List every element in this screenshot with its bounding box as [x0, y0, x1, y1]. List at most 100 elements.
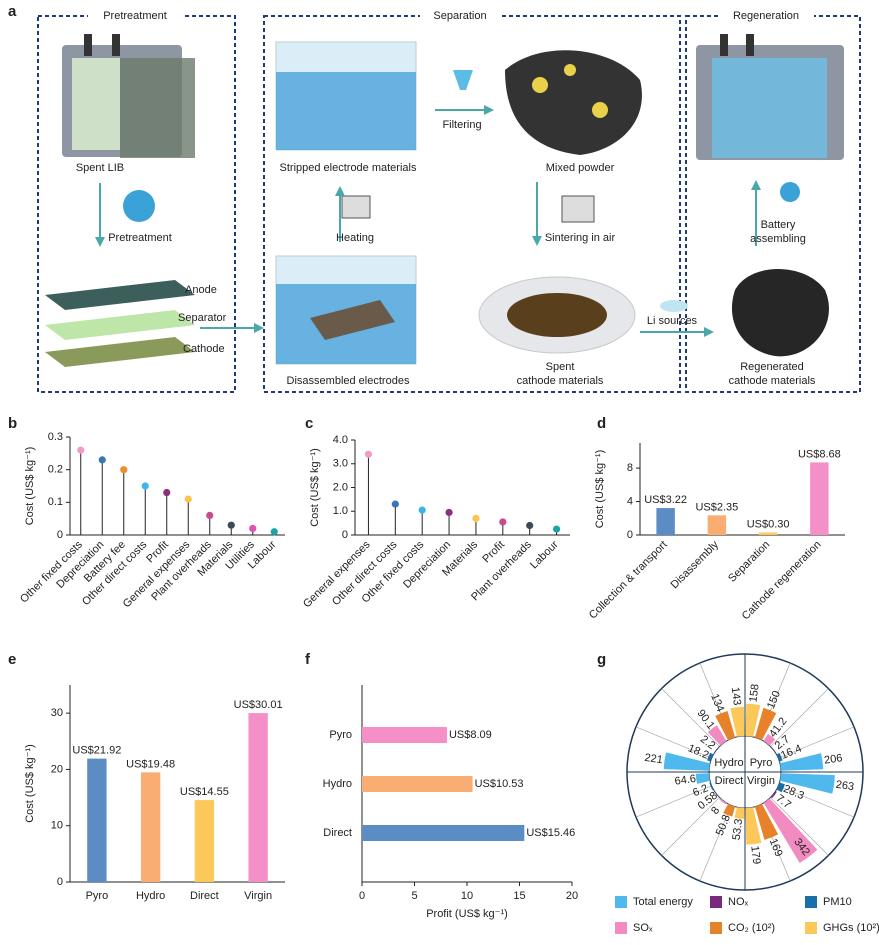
node-label: Regenerated: [740, 361, 804, 373]
spoke: [770, 797, 829, 856]
value-label: US$14.55: [180, 786, 229, 798]
bar: [362, 776, 473, 792]
bar: [707, 515, 727, 535]
x-tick-label: Collection & transport: [587, 539, 670, 622]
value-label: US$10.53: [475, 778, 524, 790]
group-label: Virgin: [747, 775, 775, 787]
value-label: 134: [708, 692, 726, 714]
value-label: 53.3: [731, 818, 746, 841]
lollipop-dot: [77, 446, 85, 454]
bar: [362, 727, 447, 743]
polar-bar: [763, 798, 818, 863]
y-tick-label: 20: [51, 763, 63, 775]
value-label: US$3.22: [644, 494, 687, 506]
x-tick-label: Pyro: [86, 890, 109, 902]
x-tick-label: 15: [513, 890, 525, 902]
y-axis-label: Cost (US$ kg⁻¹): [309, 448, 321, 527]
polar-bar: [709, 782, 714, 791]
spoke: [699, 805, 732, 882]
y-tick-label: 0: [627, 529, 633, 541]
lollipop-dot: [445, 508, 453, 517]
panel-label: g: [597, 651, 606, 668]
lollipop-dot: [184, 495, 192, 503]
panel-label: b: [8, 415, 17, 432]
legend-swatch: [710, 922, 722, 934]
node-label: Disassembled electrodes: [287, 375, 410, 387]
value-label: US$19.48: [126, 758, 175, 770]
node-label: assembling: [750, 233, 806, 245]
spoke: [770, 688, 829, 747]
polar-bar: [734, 807, 745, 819]
spoke: [635, 726, 712, 759]
legend-swatch: [805, 896, 817, 908]
value-label: US$2.35: [695, 501, 738, 513]
lollipop-dot: [141, 482, 149, 490]
lollipop-dot: [472, 514, 480, 522]
separator-layer: [45, 310, 195, 340]
x-tick-label: 0: [359, 890, 365, 902]
y-tick-label: 3.0: [333, 458, 348, 470]
x-tick-label: 5: [411, 890, 417, 902]
panel-label: e: [8, 651, 16, 668]
value-label: 221: [644, 752, 664, 766]
value-label: US$8.68: [798, 448, 841, 460]
value-label: 6.2: [691, 782, 710, 799]
stage-box: [263, 15, 681, 393]
value-label: US$15.46: [526, 827, 575, 839]
lollipop-dot: [98, 456, 106, 464]
value-label: 50.8: [714, 813, 733, 837]
bar: [194, 800, 215, 882]
y-tick-label: Pyro: [329, 729, 352, 741]
x-tick-label: 20: [566, 890, 578, 902]
value-label: 143: [729, 686, 743, 706]
y-tick-label: 0: [57, 529, 63, 541]
lollipop-dot: [206, 511, 214, 519]
y-axis-label: Cost (US$ kg⁻¹): [24, 447, 36, 526]
funnel-icon: [453, 70, 473, 90]
polar-bar: [715, 710, 736, 741]
node-label: Filtering: [442, 119, 481, 131]
polar-bar: [719, 798, 727, 805]
bar: [656, 508, 675, 535]
polar-bar: [745, 703, 761, 737]
group-label: Direct: [715, 775, 744, 787]
node-label: Li sources: [647, 315, 698, 327]
value-label: 64.6: [674, 773, 697, 788]
y-tick-label: Direct: [323, 827, 352, 839]
stage-title: Separation: [433, 10, 486, 22]
y-tick-label: 0.2: [48, 464, 63, 476]
value-label: 150: [765, 689, 783, 711]
group-label: Hydro: [714, 757, 743, 769]
polar-bar: [770, 791, 777, 799]
value-label: 169: [767, 837, 785, 859]
y-tick-label: 4: [627, 495, 633, 507]
value-label: US$21.92: [72, 745, 121, 757]
y-tick-label: 0.3: [48, 431, 63, 443]
panel-label: c: [305, 415, 313, 432]
polar-bar: [779, 773, 835, 794]
polar-bar: [776, 782, 785, 793]
legend-label: CO₂ (10²): [728, 922, 775, 934]
node-label: cathode materials: [517, 375, 604, 387]
spoke: [661, 688, 720, 747]
x-tick-label: Labour: [528, 538, 561, 571]
polar-bar: [730, 706, 745, 737]
value-label: US$0.30: [747, 518, 790, 530]
x-tick-label: 10: [461, 890, 473, 902]
stage-title: Pretreatment: [103, 10, 167, 22]
y-tick-label: 0: [342, 529, 348, 541]
node-label: Heating: [336, 232, 374, 244]
node-label: Pretreatment: [108, 232, 172, 244]
lollipop-dot: [391, 500, 399, 508]
polar-bar: [723, 803, 736, 817]
panel-label: a: [8, 3, 17, 20]
lollipop-dot: [364, 450, 373, 458]
lollipop-dot: [418, 506, 426, 514]
node-label: Stripped electrode materials: [280, 162, 417, 174]
regenerated-material: [731, 269, 829, 357]
value-label: US$8.09: [449, 729, 492, 741]
li-icon: [660, 300, 688, 312]
lollipop-dot: [163, 488, 171, 497]
bar: [758, 532, 778, 535]
lollipop-dot: [249, 524, 257, 533]
